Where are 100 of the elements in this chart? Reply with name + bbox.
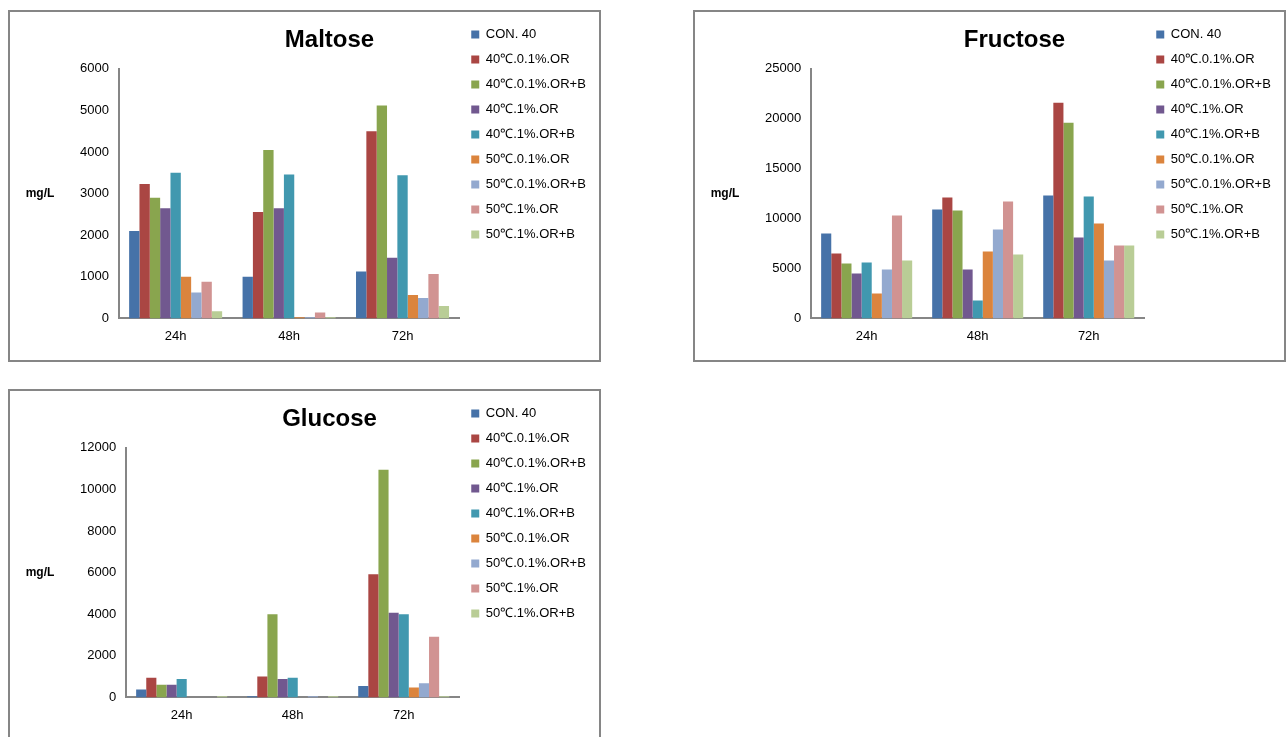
legend-label: 50℃.1%.OR bbox=[1170, 201, 1244, 217]
y-tick-label: 2000 bbox=[80, 226, 109, 242]
bar bbox=[267, 614, 278, 698]
bar bbox=[366, 131, 377, 319]
legend-label: 40℃.1%.OR bbox=[485, 101, 559, 117]
bar bbox=[136, 689, 147, 698]
bar bbox=[356, 271, 367, 319]
y-tick-label: 10000 bbox=[79, 480, 117, 496]
legend-label: 50℃.1%.OR+B bbox=[485, 605, 575, 621]
bar bbox=[982, 251, 993, 319]
y-tick-label: 12000 bbox=[79, 439, 117, 455]
legend-label: 50℃.0.1%.OR+B bbox=[1170, 176, 1271, 192]
bar bbox=[252, 211, 264, 319]
bar bbox=[170, 172, 181, 319]
bar bbox=[1013, 254, 1024, 319]
x-tick-label: 24h bbox=[170, 706, 193, 722]
legend-label: 50℃.0.1%.OR bbox=[1170, 151, 1255, 167]
legend-label: 40℃.0.1%.OR+B bbox=[485, 455, 586, 471]
bar bbox=[139, 184, 150, 319]
chart-title: Fructose bbox=[963, 25, 1066, 53]
x-tick-label: 24h bbox=[855, 327, 878, 343]
legend-label: 50℃.1%.OR bbox=[485, 201, 559, 217]
bar bbox=[166, 684, 177, 698]
x-tick-label: 72h bbox=[391, 327, 414, 343]
bar bbox=[397, 175, 408, 319]
x-tick-label: 48h bbox=[966, 327, 989, 343]
y-tick-label: 6000 bbox=[80, 60, 109, 76]
bar bbox=[242, 276, 253, 319]
y-tick-label: 0 bbox=[101, 309, 109, 325]
y-tick-label: 3000 bbox=[80, 185, 109, 201]
x-tick-label: 72h bbox=[1077, 327, 1100, 343]
legend-label: 40℃.0.1%.OR bbox=[485, 430, 570, 446]
bar bbox=[1093, 223, 1104, 319]
bar bbox=[263, 149, 274, 319]
y-tick-label: 5000 bbox=[80, 101, 109, 117]
bar bbox=[277, 679, 288, 698]
y-tick-label: 6000 bbox=[87, 564, 117, 580]
bar bbox=[1114, 245, 1125, 319]
legend-label: 40℃.1%.OR+B bbox=[485, 505, 575, 521]
bar bbox=[407, 295, 419, 319]
bar bbox=[1073, 237, 1084, 319]
y-tick-label: 1000 bbox=[80, 268, 109, 284]
bar bbox=[398, 614, 409, 698]
bar bbox=[408, 687, 419, 698]
y-tick-label: 2000 bbox=[87, 647, 117, 663]
bar bbox=[287, 677, 298, 698]
bar bbox=[429, 636, 440, 698]
bar bbox=[438, 305, 450, 319]
x-tick-label: 72h bbox=[392, 706, 415, 722]
legend-label: 50℃.0.1%.OR bbox=[485, 151, 570, 167]
legend-label: CON. 40 bbox=[1170, 26, 1222, 42]
bar bbox=[146, 677, 157, 698]
bar bbox=[831, 253, 842, 319]
legend-label: 50℃.0.1%.OR bbox=[485, 530, 570, 546]
legend-label: 50℃.1%.OR+B bbox=[485, 226, 575, 242]
bar bbox=[891, 215, 903, 319]
y-tick-label: 25000 bbox=[764, 60, 802, 76]
bar bbox=[881, 269, 892, 319]
bar bbox=[149, 197, 161, 319]
bar bbox=[1002, 201, 1014, 319]
y-tick-label: 4000 bbox=[80, 143, 109, 159]
legend-label: 50℃.0.1%.OR+B bbox=[485, 555, 586, 571]
bar bbox=[942, 197, 953, 319]
legend-label: 40℃.1%.OR bbox=[485, 480, 559, 496]
x-tick-label: 48h bbox=[281, 706, 304, 722]
x-tick-label: 48h bbox=[278, 327, 300, 343]
bar bbox=[283, 174, 295, 319]
legend-label: 40℃.0.1%.OR+B bbox=[485, 76, 586, 92]
y-tick-label: 0 bbox=[108, 688, 117, 704]
y-axis-title: mg/L bbox=[25, 185, 55, 200]
legend-label: 50℃.1%.OR+B bbox=[1170, 226, 1260, 242]
bar bbox=[180, 276, 192, 319]
bar bbox=[992, 229, 1003, 319]
bar bbox=[861, 262, 872, 319]
y-tick-label: 20000 bbox=[764, 110, 802, 126]
y-axis-title: mg/L bbox=[710, 185, 740, 200]
bar bbox=[902, 260, 913, 319]
bar bbox=[821, 233, 832, 319]
bar bbox=[176, 679, 187, 698]
bar bbox=[851, 273, 862, 319]
bar bbox=[962, 269, 973, 319]
y-tick-label: 0 bbox=[793, 309, 802, 325]
bar bbox=[191, 292, 202, 319]
bar bbox=[358, 685, 369, 698]
bar bbox=[201, 281, 212, 319]
y-tick-label: 8000 bbox=[87, 522, 117, 538]
legend-label: 40℃.0.1%.OR bbox=[485, 51, 570, 67]
legend-label: 40℃.1%.OR bbox=[1170, 101, 1244, 117]
bar bbox=[428, 273, 439, 319]
bar bbox=[841, 263, 852, 319]
legend-label: 40℃.1%.OR+B bbox=[1170, 126, 1260, 142]
bar bbox=[376, 105, 388, 319]
bar bbox=[952, 210, 963, 319]
bar bbox=[257, 676, 268, 698]
bar bbox=[129, 231, 140, 319]
bar bbox=[1124, 245, 1135, 319]
legend-label: 40℃.0.1%.OR+B bbox=[1170, 76, 1271, 92]
bar bbox=[211, 311, 223, 319]
bar bbox=[387, 257, 398, 319]
chart-title: Maltose bbox=[284, 25, 375, 53]
